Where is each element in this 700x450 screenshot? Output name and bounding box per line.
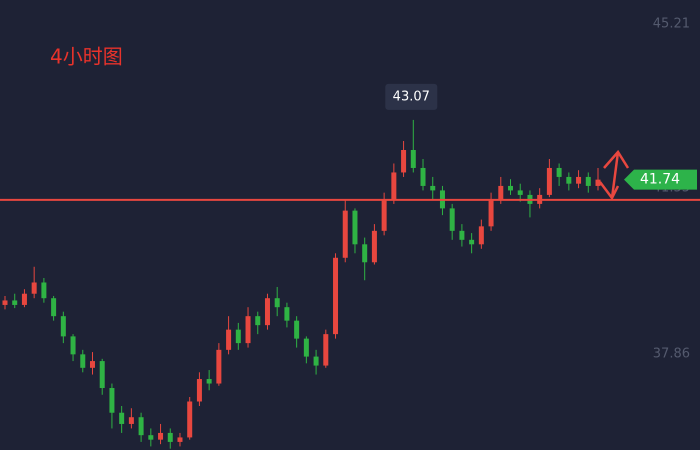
candle-body [138,417,144,436]
candle-body [546,167,552,195]
candle-body [430,185,436,191]
candle-body [206,379,212,384]
candle-body [158,432,164,440]
candle-body [2,300,8,305]
arrow [599,149,630,201]
candle-body [128,417,134,424]
candle-body [119,412,125,424]
candle-body [80,354,86,368]
candle-body [323,334,329,366]
candle-body [274,298,280,308]
candle-body [41,282,47,299]
candle-body [517,190,523,195]
candle-body [89,361,95,368]
candle-body [488,199,494,227]
candle-body [449,208,455,231]
candle-body [235,329,241,344]
peak-tooltip-box [385,83,438,110]
candle-body [459,230,465,240]
candle-body [255,316,261,326]
candle-body [391,172,397,200]
candle-body [352,210,358,245]
candle-body [109,388,115,413]
candle-body [585,176,591,186]
candle-body [31,282,37,294]
peak-tooltip: 43.07 [393,89,430,104]
candle-body [556,167,562,177]
candle-body [12,300,18,305]
candle-body [362,244,368,263]
candle-body [342,210,348,258]
candle-body [469,239,475,245]
candle-body [566,176,572,184]
candle-body [187,401,193,438]
candle-body [498,185,504,200]
candle-body [70,336,76,355]
candle-body [264,298,270,326]
chart-title: 4小时图 [50,45,123,69]
candle-body [595,179,601,186]
candle-body [177,437,183,442]
last-price-label: 41.74 [640,172,680,188]
candle-body [245,316,251,344]
y-tick-label: 45.21 [653,16,690,31]
candle-body [196,379,202,402]
candle-body [226,329,232,350]
candle-body [216,349,222,384]
last-price-box [624,169,697,190]
candle-body [381,199,387,231]
y-tick-label: 37.86 [653,346,690,361]
candle-body [284,307,290,321]
candle-body [401,150,407,173]
candle-body [99,361,105,389]
candle-body [333,257,339,335]
candle-body [303,338,309,357]
candle-body [371,230,377,263]
candle-body [51,298,57,317]
candle-body [410,150,416,168]
candle-body [576,176,582,184]
candle-body [294,320,300,339]
candle-body [420,167,426,186]
candle-body [478,226,484,245]
candle-body [508,185,514,191]
candle-body [313,356,319,366]
candle-body [60,316,66,337]
candle-body [148,435,154,440]
candle-body [167,432,173,442]
candle-body [21,293,27,305]
